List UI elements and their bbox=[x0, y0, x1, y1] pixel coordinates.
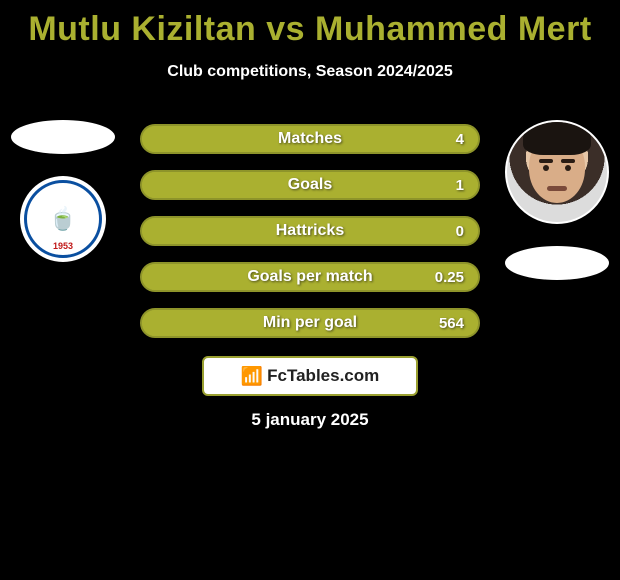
stat-label: Goals per match bbox=[142, 268, 478, 286]
stat-value-right: 564 bbox=[434, 315, 464, 332]
player-right-photo bbox=[505, 120, 609, 224]
stat-bar: Matches4 bbox=[140, 124, 480, 154]
watermark-text: FcTables.com bbox=[267, 366, 379, 386]
stat-label: Goals bbox=[142, 176, 478, 194]
watermark-badge: 📶 FcTables.com bbox=[202, 356, 418, 396]
page-title: Mutlu Kiziltan vs Muhammed Mert bbox=[0, 0, 620, 49]
club-badge-leaf-icon: 🍵 bbox=[41, 197, 85, 241]
player-left-flag bbox=[11, 120, 115, 154]
watermark-chart-icon: 📶 bbox=[241, 366, 263, 387]
footer-date: 5 january 2025 bbox=[0, 410, 620, 430]
stat-bar: Goals per match0.25 bbox=[140, 262, 480, 292]
player-right-flag bbox=[505, 246, 609, 280]
page-subtitle: Club competitions, Season 2024/2025 bbox=[0, 49, 620, 81]
stat-bar: Hattricks0 bbox=[140, 216, 480, 246]
stat-value-right: 0.25 bbox=[434, 269, 464, 286]
stat-label: Min per goal bbox=[142, 314, 478, 332]
player-left-club-badge: 🍵 1953 bbox=[20, 176, 106, 262]
player-right-column bbox=[502, 120, 612, 280]
stat-label: Matches bbox=[142, 130, 478, 148]
stat-label: Hattricks bbox=[142, 222, 478, 240]
stat-value-right: 1 bbox=[434, 177, 464, 194]
stat-bar: Goals1 bbox=[140, 170, 480, 200]
club-badge-year: 1953 bbox=[27, 241, 99, 251]
stats-panel: Matches4Goals1Hattricks0Goals per match0… bbox=[140, 124, 480, 354]
stat-value-right: 0 bbox=[434, 223, 464, 240]
player-left-column: 🍵 1953 bbox=[8, 120, 118, 262]
stat-bar: Min per goal564 bbox=[140, 308, 480, 338]
stat-value-right: 4 bbox=[434, 131, 464, 148]
